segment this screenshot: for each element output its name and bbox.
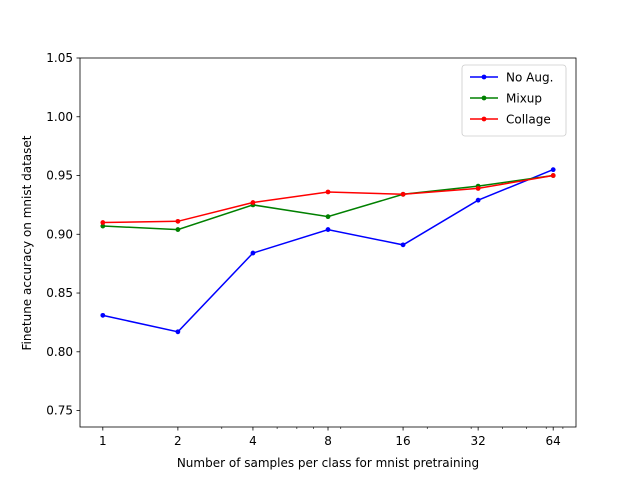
axes-layer: 0.75 0.80 0.85 0.90 0.95 1.00 1.05 1 2 4 8 16 32 64	[46, 51, 577, 448]
y-tick-label: 1.05	[46, 51, 73, 65]
y-tick-label: 0.95	[46, 169, 73, 183]
data-point	[250, 250, 256, 256]
x-axis-label: Number of samples per class for mnist pr…	[177, 456, 479, 470]
data-point	[475, 197, 481, 203]
data-point	[550, 167, 556, 173]
data-point	[175, 329, 181, 335]
x-tick-label: 4	[249, 434, 257, 448]
legend-marker	[481, 116, 487, 122]
data-point	[325, 214, 331, 220]
series-layer	[100, 167, 556, 335]
data-point	[175, 227, 181, 232]
x-tick-label: 16	[395, 434, 410, 448]
axes-frame	[79, 57, 577, 428]
y-tick-label: 0.80	[46, 345, 73, 359]
x-tick-label: 1	[99, 434, 107, 448]
data-point	[100, 312, 106, 318]
data-point	[175, 218, 181, 224]
data-point	[550, 173, 556, 178]
data-point	[100, 223, 106, 229]
legend: No Aug. Mixup Collage	[461, 64, 567, 137]
data-point	[100, 220, 106, 225]
data-point	[475, 186, 481, 191]
x-tick-label: 32	[470, 434, 485, 448]
y-axis-label: Finetune accuracy on mnist dataset	[20, 135, 34, 350]
data-point	[325, 227, 331, 232]
legend-marker	[481, 74, 487, 80]
legend-label: Collage	[506, 113, 551, 127]
data-point	[400, 242, 406, 248]
legend-label: Mixup	[506, 92, 542, 106]
y-tick-label: 0.90	[46, 227, 73, 241]
data-point	[325, 189, 331, 195]
x-tick-label: 8	[324, 434, 332, 448]
data-point	[250, 200, 256, 205]
y-tick-label: 0.85	[46, 286, 73, 300]
y-tick-label: 1.00	[46, 110, 73, 124]
x-tick-label: 2	[174, 434, 182, 448]
data-point	[400, 191, 406, 197]
legend-marker	[481, 95, 487, 101]
x-tick-label: 64	[546, 434, 561, 448]
y-tick-label: 0.75	[46, 404, 73, 418]
legend-label: No Aug.	[506, 71, 553, 85]
